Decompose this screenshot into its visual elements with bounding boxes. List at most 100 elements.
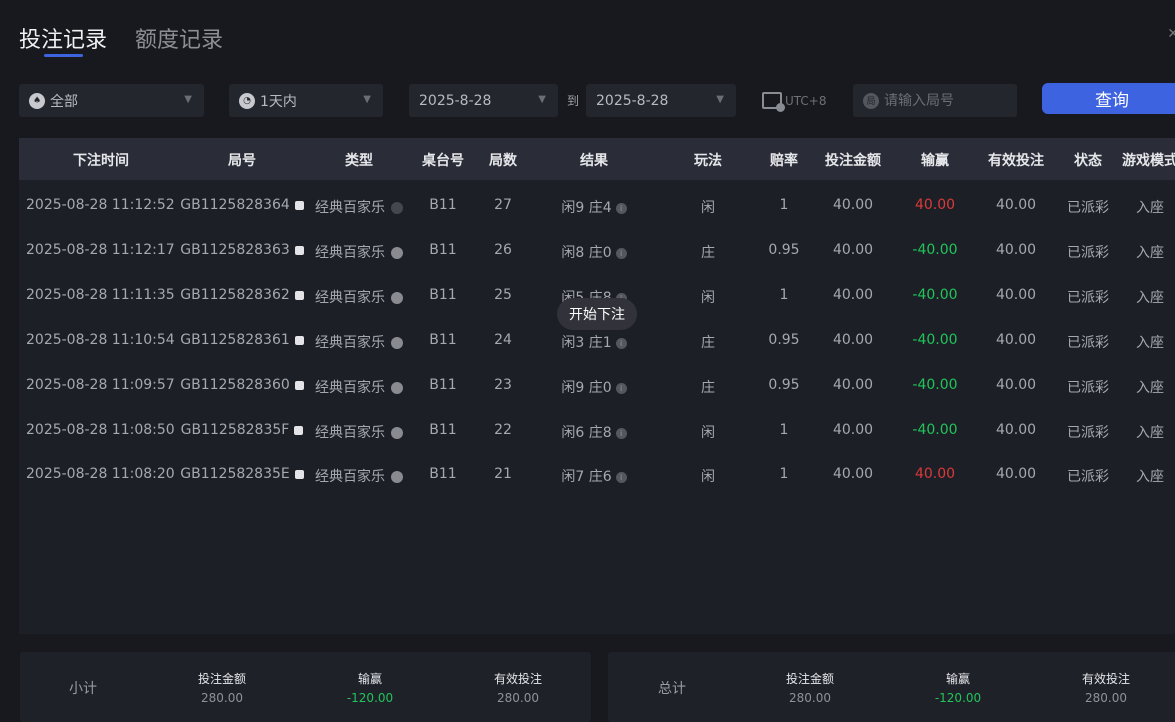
copy-icon[interactable] — [294, 335, 304, 345]
query-button[interactable]: 查询 — [1042, 83, 1175, 114]
table-row[interactable]: 2025-08-28 11:08:50 GB112582835F 经典百家乐 B11 2… — [19, 408, 1175, 452]
table-no-text: B11 — [429, 422, 457, 438]
bet-time-text: 2025-08-28 11:10:54 — [26, 332, 175, 348]
copy-icon[interactable] — [294, 425, 304, 435]
replay-icon[interactable] — [391, 202, 403, 214]
game-type-select[interactable]: ♠ 全部 ▼ — [19, 84, 204, 117]
bet-amount-text: 40.00 — [832, 332, 874, 348]
copy-icon[interactable] — [294, 200, 304, 210]
round-count-text: 22 — [494, 422, 512, 438]
cell-round-count: 22 — [476, 422, 530, 438]
info-icon[interactable]: i — [615, 337, 627, 349]
cell-game-mode: 入座 — [1118, 287, 1175, 307]
header-win-loss: 输赢 — [921, 153, 949, 169]
subtotal-valid-value: 280.00 — [497, 691, 539, 705]
odds-text: 1 — [779, 422, 789, 438]
chevron-down-icon: ▼ — [184, 94, 192, 105]
cell-round-count: 21 — [476, 466, 530, 482]
round-id-text: GB112582835E — [180, 466, 290, 482]
table-row[interactable]: 2025-08-28 11:09:57 GB1125828360 经典百家乐 B11 2… — [19, 363, 1175, 407]
table-row[interactable]: 2025-08-28 11:12:17 GB1125828363 经典百家乐 B11 2… — [19, 228, 1175, 272]
timezone-picker[interactable]: UTC+8 — [762, 92, 826, 112]
odds-text: 1 — [779, 197, 789, 213]
time-range-value: 1天内 — [260, 93, 297, 110]
cell-result: 闲6 庄8 i — [530, 422, 658, 442]
cell-round-id: GB1125828364 — [176, 197, 308, 213]
table-row[interactable]: 2025-08-28 11:10:54 GB1125828361 经典百家乐 B11 2… — [19, 318, 1175, 362]
replay-icon[interactable] — [391, 471, 403, 483]
round-count-text: 23 — [494, 377, 512, 393]
cell-bet-time: 2025-08-28 11:08:50 — [19, 422, 176, 438]
bet-time-text: 2025-08-28 11:09:57 — [26, 377, 175, 393]
cell-status: 已派彩 — [1058, 287, 1118, 307]
type-text: 经典百家乐 — [315, 200, 385, 216]
cell-valid-bet: 40.00 — [974, 242, 1058, 258]
info-icon[interactable]: i — [615, 247, 627, 259]
play-text: 闲 — [701, 200, 715, 216]
info-icon[interactable]: i — [615, 471, 627, 483]
cell-game-mode: 入座 — [1118, 197, 1175, 217]
play-text: 庄 — [701, 245, 715, 261]
cell-game-mode: 入座 — [1118, 332, 1175, 352]
odds-text: 1 — [779, 466, 789, 482]
cell-bet-time: 2025-08-28 11:09:57 — [19, 377, 176, 393]
type-text: 经典百家乐 — [315, 380, 385, 396]
type-text: 经典百家乐 — [315, 290, 385, 306]
table-row[interactable]: 2025-08-28 11:11:35 GB1125828362 经典百家乐 B11 2… — [19, 273, 1175, 317]
cell-odds: 0.95 — [758, 377, 810, 393]
replay-icon[interactable] — [391, 427, 403, 439]
table-no-text: B11 — [429, 466, 457, 482]
info-icon[interactable]: i — [615, 427, 627, 439]
date-from-select[interactable]: 2025-8-28 ▼ — [409, 84, 558, 117]
table-no-text: B11 — [429, 287, 457, 303]
round-search[interactable]: 局 — [853, 84, 1017, 117]
status-text: 已派彩 — [1067, 290, 1109, 306]
cell-round-id: GB1125828361 — [176, 332, 308, 348]
calendar-icon — [762, 92, 785, 112]
valid-bet-text: 40.00 — [995, 197, 1037, 213]
clock-icon: ◔ — [239, 92, 255, 109]
cell-play: 闲 — [658, 422, 758, 442]
replay-icon[interactable] — [391, 247, 403, 259]
cell-win-loss: 40.00 — [896, 466, 974, 482]
close-icon[interactable]: ✕ — [1167, 26, 1175, 42]
status-text: 已派彩 — [1067, 335, 1109, 351]
result-text: 闲3 庄1 — [561, 335, 612, 351]
total-winloss-label: 输赢 — [945, 672, 970, 686]
table-row[interactable]: 2025-08-28 11:08:20 GB112582835E 经典百家乐 B11 2… — [19, 452, 1175, 496]
info-icon[interactable]: i — [615, 382, 627, 394]
odds-text: 0.95 — [768, 377, 800, 393]
cell-table-no: B11 — [410, 377, 476, 393]
cell-round-count: 25 — [476, 287, 530, 303]
tab-bet-records[interactable]: 投注记录 — [19, 28, 108, 53]
win-loss-text: -40.00 — [912, 422, 958, 438]
copy-icon[interactable] — [294, 380, 304, 390]
cell-play: 庄 — [658, 332, 758, 352]
tab-credit-records[interactable]: 额度记录 — [135, 28, 224, 53]
cell-bet-amount: 40.00 — [810, 287, 896, 303]
cell-type: 经典百家乐 — [308, 466, 410, 486]
info-icon[interactable]: i — [615, 202, 627, 214]
result-text: 闲9 庄0 — [561, 380, 612, 396]
round-search-input[interactable] — [884, 92, 1004, 109]
date-to-select[interactable]: 2025-8-28 ▼ — [586, 84, 736, 117]
copy-icon[interactable] — [294, 245, 304, 255]
copy-icon[interactable] — [294, 290, 304, 300]
table-row[interactable]: 2025-08-28 11:12:52 GB1125828364 经典百家乐 B11 2… — [19, 183, 1175, 227]
play-text: 庄 — [701, 380, 715, 396]
replay-icon[interactable] — [391, 292, 403, 304]
cell-round-count: 27 — [476, 197, 530, 213]
cell-win-loss: -40.00 — [896, 377, 974, 393]
copy-icon[interactable] — [294, 469, 304, 479]
bet-time-text: 2025-08-28 11:11:35 — [26, 287, 175, 303]
replay-icon[interactable] — [391, 382, 403, 394]
cell-type: 经典百家乐 — [308, 422, 410, 442]
replay-icon[interactable] — [391, 337, 403, 349]
time-range-select[interactable]: ◔ 1天内 ▼ — [229, 84, 383, 117]
game-mode-text: 入座 — [1136, 290, 1164, 306]
cell-game-mode: 入座 — [1118, 377, 1175, 397]
cell-result: 闲7 庄6 i — [530, 466, 658, 486]
cell-odds: 1 — [758, 197, 810, 213]
cell-type: 经典百家乐 — [308, 332, 410, 352]
type-text: 经典百家乐 — [315, 245, 385, 261]
